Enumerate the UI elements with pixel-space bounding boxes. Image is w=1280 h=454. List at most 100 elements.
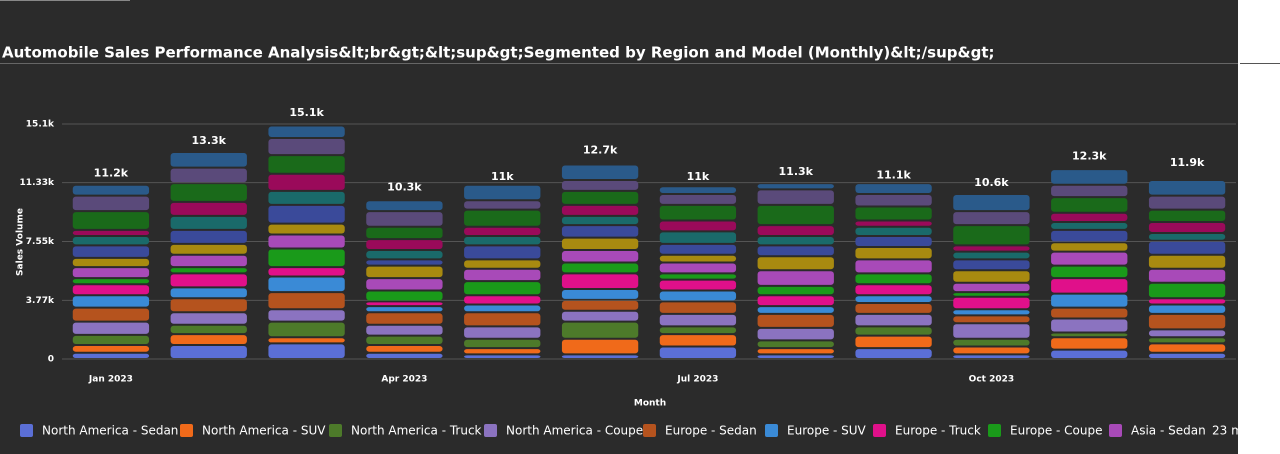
bar-segment xyxy=(1148,210,1226,222)
bar-segment xyxy=(464,185,541,200)
bar-segment xyxy=(170,153,247,167)
bar-segment xyxy=(855,314,932,326)
bar-segment xyxy=(72,335,150,344)
bar-segment xyxy=(855,227,932,236)
legend-swatch xyxy=(1109,424,1122,437)
bar-segment xyxy=(268,268,345,276)
bar-segment xyxy=(855,303,932,313)
bar-segment xyxy=(464,210,541,226)
bar-segment xyxy=(1148,338,1226,343)
bar-segment xyxy=(855,327,932,335)
total-label: 10.6k xyxy=(974,176,1009,189)
bar-segment xyxy=(855,195,932,206)
bar-segment xyxy=(268,310,345,321)
total-label: 10.3k xyxy=(387,181,422,194)
bar-segment xyxy=(464,296,541,304)
legend-swatch xyxy=(643,424,656,437)
bar-segment xyxy=(170,274,247,287)
bar-segment xyxy=(659,244,737,254)
y-tick-label: 15.1k xyxy=(26,120,55,130)
bar-segment xyxy=(561,311,639,321)
bar-segment xyxy=(1051,198,1128,212)
bar-segment xyxy=(757,286,834,295)
bar-segment xyxy=(72,268,150,278)
bar-segment xyxy=(953,297,1030,309)
x-axis-label: Month xyxy=(634,399,666,409)
bar-segment xyxy=(659,187,737,194)
bar-segment xyxy=(855,260,932,273)
bar-segment xyxy=(561,191,639,204)
bar-segment xyxy=(366,313,443,324)
y-tick-label: 3.77k xyxy=(26,296,55,306)
bar-segment xyxy=(366,336,443,344)
bar-segment xyxy=(464,260,541,268)
bar-segment xyxy=(1051,252,1128,265)
bar-segment xyxy=(561,251,639,262)
total-label: 11.2k xyxy=(94,167,129,180)
bar-segment xyxy=(659,347,737,358)
bar-segment xyxy=(170,325,247,334)
x-tick-label: Oct 2023 xyxy=(969,375,1014,385)
total-label: 11k xyxy=(491,170,514,183)
bar-segment xyxy=(72,279,150,284)
bar-segment xyxy=(268,344,345,358)
bar-segment xyxy=(855,247,932,259)
bar-segment xyxy=(561,226,639,237)
bar-segment xyxy=(757,307,834,313)
bar-segment xyxy=(366,251,443,259)
bar-segment xyxy=(170,288,247,298)
legend-label: North America - SUV xyxy=(202,424,326,438)
bar-segment xyxy=(1148,314,1226,329)
bar-segment xyxy=(72,246,150,257)
bar-segment xyxy=(561,181,639,190)
bar-segment xyxy=(1148,223,1226,232)
bar-segment xyxy=(953,252,1030,259)
legend-swatch xyxy=(180,424,193,437)
legend-label: North America - Sedan xyxy=(42,424,178,438)
bar-segment xyxy=(757,355,834,358)
bar-segment xyxy=(561,355,639,358)
bar-segment xyxy=(170,216,247,229)
bar-segment xyxy=(1051,223,1128,229)
bar-segment xyxy=(366,291,443,301)
bar-segment xyxy=(757,257,834,270)
x-tick-label: Jul 2023 xyxy=(676,375,718,385)
bar-segment xyxy=(1148,299,1226,304)
total-label: 11.3k xyxy=(779,165,814,178)
bar-segment xyxy=(953,355,1030,358)
bar-segment xyxy=(1148,269,1226,282)
bar-segment xyxy=(268,205,345,223)
bar-segment xyxy=(855,296,932,302)
bar-segment xyxy=(1051,333,1128,337)
bar-segment xyxy=(1051,170,1128,184)
bar-segment xyxy=(170,299,247,312)
bar-segment xyxy=(757,349,834,354)
bar-segment xyxy=(366,260,443,265)
bar-segment xyxy=(268,224,345,234)
bar-segment xyxy=(757,296,834,306)
y-tick-label: 7.55k xyxy=(26,237,55,247)
bar-segment xyxy=(1051,350,1128,358)
bar-segment xyxy=(464,237,541,245)
bar-segment xyxy=(170,184,247,201)
bar-segment xyxy=(1051,243,1128,251)
bar-segment xyxy=(659,232,737,243)
bar-segment xyxy=(366,325,443,335)
bar-segment xyxy=(1051,308,1128,318)
bar-segment xyxy=(170,230,247,243)
bar-segment xyxy=(561,165,639,180)
bar-segment xyxy=(366,353,443,358)
bar-segment xyxy=(464,246,541,259)
bar-segment xyxy=(953,246,1030,251)
bar-segment xyxy=(953,310,1030,315)
legend-label: North America - Truck xyxy=(351,424,482,438)
bar-segment xyxy=(170,335,247,344)
bar-segment xyxy=(757,271,834,285)
bar-segment xyxy=(953,195,1030,211)
legend-swatch xyxy=(329,424,342,437)
total-label: 15.1k xyxy=(289,106,324,119)
bar-segment xyxy=(855,237,932,246)
bar-segment xyxy=(659,327,737,334)
